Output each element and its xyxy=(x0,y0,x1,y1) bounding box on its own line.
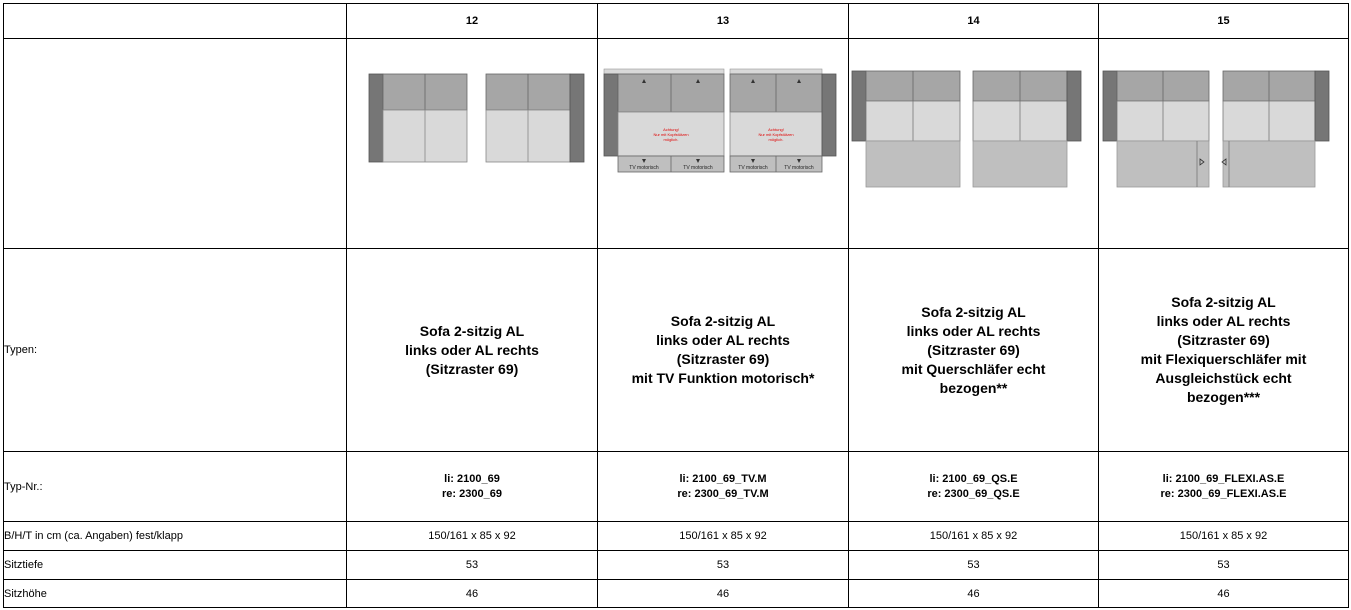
type-14-line-2: links oder AL rechts xyxy=(906,322,1041,339)
sofa-drawing-15 xyxy=(1098,38,1349,249)
dimensions-row: B/H/T in cm (ca. Angaben) fest/klapp 150… xyxy=(3,521,1349,551)
tv-warning-line-3-left: möglich. xyxy=(664,137,679,142)
type-nr-14-right: re: 2300_69_QS.E xyxy=(927,487,1020,500)
tv-warning-line-1-right: Achtung! xyxy=(768,127,784,132)
type-14-line-4: mit Querschläfer echt xyxy=(901,360,1046,377)
dimensions-label: B/H/T in cm (ca. Angaben) fest/klapp xyxy=(3,521,347,551)
type-15-line-2: links oder AL rechts xyxy=(1156,313,1291,329)
seat-height-15: 46 xyxy=(1098,579,1349,608)
type-description-12: Sofa 2-sitzig AL links oder AL rechts (S… xyxy=(346,248,598,452)
seat-height-label: Sitzhöhe xyxy=(3,579,347,608)
sofa-drawing-14 xyxy=(848,38,1099,249)
seat-depth-15: 53 xyxy=(1098,550,1349,580)
type-nr-13: li: 2100_69_TV.M re: 2300_69_TV.M xyxy=(597,451,849,522)
seat-depth-12: 53 xyxy=(346,550,598,580)
type-nr-12-right: re: 2300_69 xyxy=(442,487,502,500)
type-description-15: Sofa 2-sitzig AL links oder AL rechts (S… xyxy=(1098,248,1349,452)
tv-warning-line-3-right: möglich. xyxy=(769,137,784,142)
tv-warning-line-2-right: Nur mit Kopfstützen xyxy=(758,132,793,137)
tv-label-right-2: TV motorisch xyxy=(784,165,814,171)
drawing-label-cell xyxy=(3,38,347,249)
type-nr-14-left: li: 2100_69_QS.E xyxy=(929,472,1018,485)
type-nr-label: Typ-Nr.: xyxy=(3,451,347,522)
type-15-line-1: Sofa 2-sitzig AL xyxy=(1171,294,1276,310)
seat-height-12: 46 xyxy=(346,579,598,608)
type-nr-15: li: 2100_69_FLEXI.AS.E re: 2300_69_FLEXI… xyxy=(1098,451,1349,522)
sofa-15-image xyxy=(1102,70,1330,188)
seat-height-13: 46 xyxy=(597,579,849,608)
dimensions-13: 150/161 x 85 x 92 xyxy=(597,521,849,551)
type-15-line-5: Ausgleichstück echt xyxy=(1155,370,1292,386)
type-nr-13-left: li: 2100_69_TV.M xyxy=(679,472,767,485)
column-header-13: 13 xyxy=(597,3,849,39)
type-13-line-1: Sofa 2-sitzig AL xyxy=(670,313,776,329)
type-nr-13-right: re: 2300_69_TV.M xyxy=(677,487,769,500)
sofa-12-image xyxy=(368,73,585,163)
column-header-12: 12 xyxy=(346,3,598,39)
tv-label-right-1: TV motorisch xyxy=(738,165,768,171)
sofa-drawing-12 xyxy=(346,38,598,249)
seat-depth-row: Sitztiefe 53 53 53 53 xyxy=(3,550,1349,580)
type-nr-12: li: 2100_69 re: 2300_69 xyxy=(346,451,598,522)
sofa-14-image xyxy=(851,70,1082,188)
header-empty-cell xyxy=(3,3,347,39)
dimensions-14: 150/161 x 85 x 92 xyxy=(848,521,1099,551)
seat-depth-label: Sitztiefe xyxy=(3,550,347,580)
type-13-line-2: links oder AL rechts xyxy=(656,332,790,348)
type-14-line-3: (Sitzraster 69) xyxy=(927,341,1020,358)
types-row: Typen: Sofa 2-sitzig AL links oder AL re… xyxy=(3,248,1349,452)
drawing-row: Achtung! Nur mit Kopfstützen möglich. TV… xyxy=(3,38,1349,249)
type-15-line-4: mit Flexiquerschläfer mit xyxy=(1140,351,1307,367)
dimensions-12: 150/161 x 85 x 92 xyxy=(346,521,598,551)
column-header-15: 15 xyxy=(1098,3,1349,39)
type-nr-14: li: 2100_69_QS.E re: 2300_69_QS.E xyxy=(848,451,1099,522)
tv-warning-line-1-left: Achtung! xyxy=(663,127,679,132)
type-15-line-3: (Sitzraster 69) xyxy=(1177,332,1270,348)
type-description-14: Sofa 2-sitzig AL links oder AL rechts (S… xyxy=(848,248,1099,452)
seat-height-14: 46 xyxy=(848,579,1099,608)
header-row: 12 13 14 15 xyxy=(3,3,1349,39)
tv-warning-line-2-left: Nur mit Kopfstützen xyxy=(653,132,688,137)
product-spec-table: 12 13 14 15 xyxy=(3,3,1349,608)
type-13-line-3: (Sitzraster 69) xyxy=(676,351,770,367)
sofa-13-image: Achtung! Nur mit Kopfstützen möglich. TV… xyxy=(603,68,837,173)
type-14-line-1: Sofa 2-sitzig AL xyxy=(921,303,1026,320)
type-12-line-2: links oder AL rechts xyxy=(405,341,539,358)
type-nr-15-left: li: 2100_69_FLEXI.AS.E xyxy=(1162,472,1285,485)
sofa-drawing-13: Achtung! Nur mit Kopfstützen möglich. TV… xyxy=(597,38,849,249)
dimensions-15: 150/161 x 85 x 92 xyxy=(1098,521,1349,551)
type-nr-15-right: re: 2300_69_FLEXI.AS.E xyxy=(1160,487,1287,500)
type-14-line-5: bezogen** xyxy=(939,379,1008,396)
seat-height-row: Sitzhöhe 46 46 46 46 xyxy=(3,579,1349,608)
type-12-line-3: (Sitzraster 69) xyxy=(425,360,519,377)
type-nr-12-left: li: 2100_69 xyxy=(444,472,500,485)
tv-label-left-1: TV motorisch xyxy=(629,165,659,171)
type-12-line-1: Sofa 2-sitzig AL xyxy=(419,322,525,339)
types-label: Typen: xyxy=(3,248,347,452)
tv-label-left-2: TV motorisch xyxy=(683,165,713,171)
column-header-14: 14 xyxy=(848,3,1099,39)
type-nr-row: Typ-Nr.: li: 2100_69 re: 2300_69 li: 210… xyxy=(3,451,1349,522)
seat-depth-14: 53 xyxy=(848,550,1099,580)
seat-depth-13: 53 xyxy=(597,550,849,580)
type-13-line-4: mit TV Funktion motorisch* xyxy=(631,370,815,386)
type-15-line-6: bezogen*** xyxy=(1186,389,1261,405)
type-description-13: Sofa 2-sitzig AL links oder AL rechts (S… xyxy=(597,248,849,452)
